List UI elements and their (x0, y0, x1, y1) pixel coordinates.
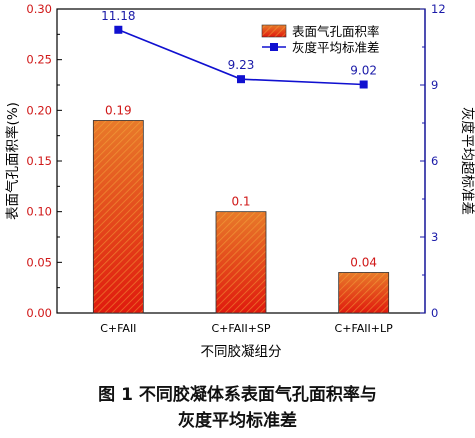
legend-label-bar: 表面气孔面积率 (292, 24, 380, 39)
legend-marker (270, 43, 278, 51)
x-tick-label: C+FAII (100, 322, 136, 335)
chart: 0.00 0.05 0.10 0.15 0.20 0.25 0.30 0 3 6 9 12 C+FAII… (4, 2, 475, 360)
right-tick-label: 9 (431, 78, 438, 92)
bar-outline (338, 272, 390, 314)
right-tick-label: 12 (431, 2, 446, 16)
line-point (114, 25, 123, 34)
left-tick-label: 0.30 (26, 2, 52, 16)
figure-caption-line1: 图 1 不同胶凝体系表面气孔面积率与 (98, 385, 377, 405)
left-tick-label: 0.25 (26, 53, 52, 67)
bar-data-label: 0.04 (350, 255, 377, 269)
line-data-label: 9.02 (350, 63, 377, 77)
y-axis-title: 表面气孔面积率(%) (4, 102, 21, 220)
right-tick-label: 6 (431, 154, 438, 168)
line-series: 11.18 9.23 9.02 (101, 9, 377, 89)
left-tick-label: 0.05 (26, 255, 52, 269)
line-data-label: 11.18 (101, 9, 135, 23)
x-tick-label: C+FAII+SP (211, 322, 270, 335)
legend-swatch-outline (261, 24, 287, 38)
line-point (359, 80, 368, 89)
bar-outline (215, 211, 267, 314)
line-data-label: 9.23 (228, 58, 255, 72)
right-tick-label: 0 (431, 306, 438, 320)
right-tick-label: 3 (431, 230, 438, 244)
axis-labels: 不同胶凝组分 表面气孔面积率(%) 灰度平均超标准差 (4, 102, 475, 360)
x-tick-label: C+FAII+LP (335, 322, 394, 335)
y-axis-right-title: 灰度平均超标准差 (459, 107, 475, 215)
line-point (237, 75, 245, 84)
bar-hatch (338, 272, 389, 313)
figure-caption-line2: 灰度平均标准差 (178, 411, 297, 431)
bar-data-label: 0.19 (105, 103, 132, 117)
bars: 0.19 0.1 0.04 (92, 103, 390, 314)
bar-data-label: 0.1 (231, 195, 250, 209)
bar-hatch (216, 211, 266, 313)
legend-swatch-hatch (262, 25, 286, 37)
left-tick-label: 0.10 (26, 205, 52, 219)
left-tick-label: 0.20 (26, 103, 52, 117)
legend-label-line: 灰度平均标准差 (292, 40, 380, 55)
left-tick-label: 0.00 (26, 306, 52, 320)
x-axis-title: 不同胶凝组分 (201, 343, 282, 360)
left-tick-label: 0.15 (26, 154, 52, 168)
bar-hatch (93, 120, 144, 313)
bar-outline (92, 120, 144, 314)
axes: 0.00 0.05 0.10 0.15 0.20 0.25 0.30 0 3 6 9 12 C+FAII… (26, 2, 445, 335)
